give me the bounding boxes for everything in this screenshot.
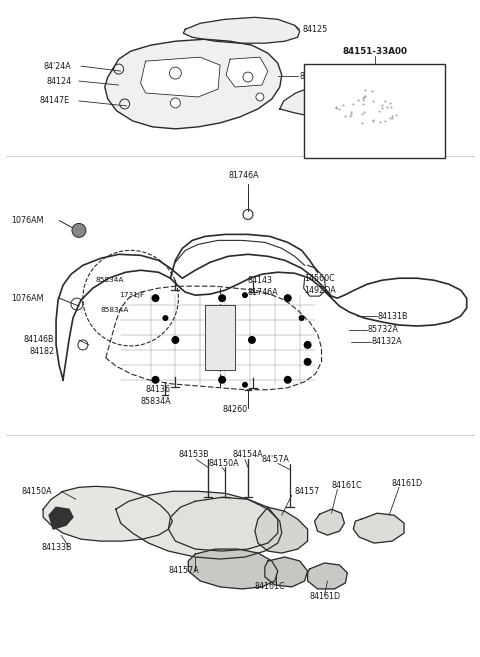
Polygon shape <box>280 85 379 119</box>
Polygon shape <box>116 491 282 559</box>
Polygon shape <box>314 509 344 535</box>
Text: 14560C: 14560C <box>305 274 336 283</box>
Circle shape <box>304 358 312 366</box>
Circle shape <box>162 315 168 321</box>
Polygon shape <box>168 497 278 551</box>
Text: 81746A: 81746A <box>228 171 259 180</box>
Circle shape <box>242 382 248 388</box>
Text: 85834A: 85834A <box>96 277 124 283</box>
Text: 84260: 84260 <box>222 405 247 414</box>
Text: 84147E: 84147E <box>39 97 69 106</box>
Polygon shape <box>49 507 73 529</box>
Text: 84151-33A00: 84151-33A00 <box>342 47 408 56</box>
Text: 84132A: 84132A <box>371 338 402 346</box>
Polygon shape <box>141 57 220 97</box>
Text: 84150A: 84150A <box>208 459 239 468</box>
Text: 84143: 84143 <box>248 276 273 284</box>
Text: 84131B: 84131B <box>377 311 408 321</box>
Text: 84136: 84136 <box>145 385 170 394</box>
Text: 1076AM: 1076AM <box>12 294 44 303</box>
Text: 84161C: 84161C <box>332 481 362 490</box>
Text: 84161D: 84161D <box>310 593 341 601</box>
Text: 84154A: 84154A <box>232 450 263 459</box>
Circle shape <box>72 223 86 237</box>
Polygon shape <box>265 557 308 587</box>
Polygon shape <box>226 57 268 87</box>
Text: 85834A: 85834A <box>141 397 171 406</box>
Circle shape <box>169 67 181 79</box>
Circle shape <box>170 98 180 108</box>
Text: 84'24A: 84'24A <box>43 62 71 70</box>
Text: 84182: 84182 <box>29 348 54 356</box>
Polygon shape <box>255 507 308 553</box>
Text: 84157: 84157 <box>295 487 320 496</box>
Bar <box>304 64 445 158</box>
Polygon shape <box>205 305 235 370</box>
Text: 1076AM: 1076AM <box>12 216 44 225</box>
Text: 81746A: 81746A <box>248 288 278 297</box>
Circle shape <box>284 294 292 302</box>
Text: 84125: 84125 <box>302 25 328 34</box>
Circle shape <box>248 336 256 344</box>
Text: 84146B: 84146B <box>23 336 54 344</box>
Text: 84133B: 84133B <box>41 543 72 552</box>
Circle shape <box>152 376 159 384</box>
Polygon shape <box>183 17 300 43</box>
Polygon shape <box>43 486 172 541</box>
Circle shape <box>304 341 312 349</box>
Polygon shape <box>188 549 278 589</box>
Circle shape <box>256 93 264 101</box>
Text: 84150A: 84150A <box>21 487 52 496</box>
Circle shape <box>243 72 253 82</box>
Circle shape <box>218 294 226 302</box>
Circle shape <box>171 336 180 344</box>
Text: 1492DA: 1492DA <box>305 286 336 294</box>
Circle shape <box>299 315 305 321</box>
Text: 1731JF: 1731JF <box>119 292 144 298</box>
Polygon shape <box>317 84 419 134</box>
Text: 84124: 84124 <box>46 77 71 85</box>
Text: 84161C: 84161C <box>255 582 286 591</box>
Polygon shape <box>353 513 404 543</box>
Polygon shape <box>308 563 348 589</box>
Text: 84157A: 84157A <box>168 566 199 576</box>
Circle shape <box>284 376 292 384</box>
Circle shape <box>218 376 226 384</box>
Circle shape <box>152 294 159 302</box>
Text: 84'57A: 84'57A <box>262 455 290 464</box>
Text: 500x500x1.8: 500x500x1.8 <box>344 144 406 153</box>
Text: 84251B: 84251B <box>381 97 412 106</box>
Polygon shape <box>105 39 282 129</box>
Text: 84161D: 84161D <box>391 479 422 488</box>
Text: 84153B: 84153B <box>179 450 209 459</box>
Text: 85732A: 85732A <box>367 325 398 334</box>
Text: 84120: 84120 <box>300 72 325 81</box>
Circle shape <box>242 292 248 298</box>
Text: 85834A: 85834A <box>101 307 129 313</box>
